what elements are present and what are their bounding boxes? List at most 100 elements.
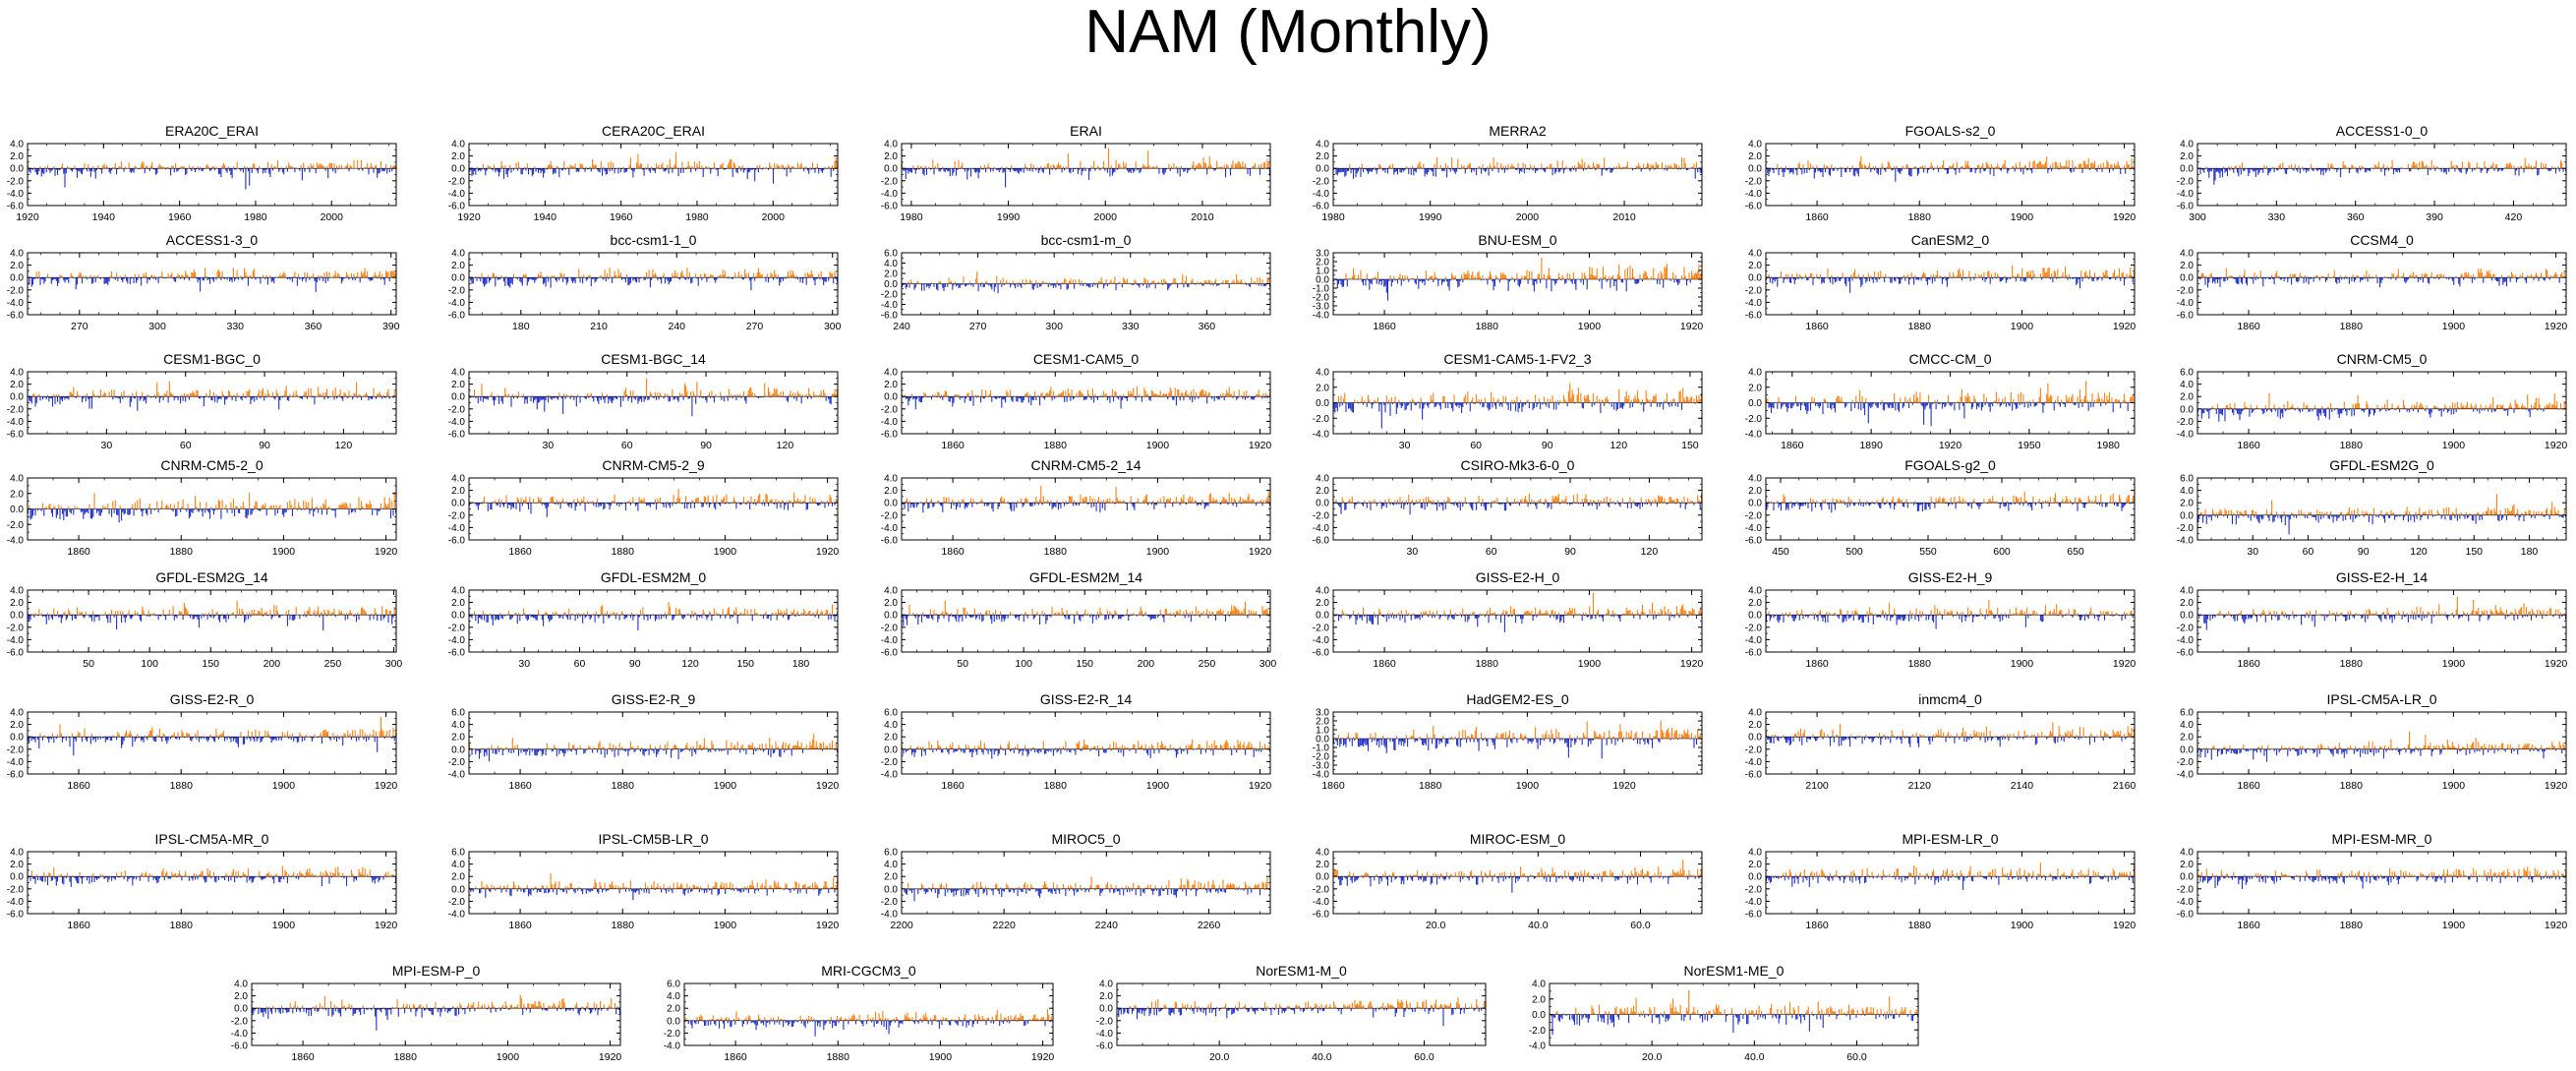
y-tick-label: 2.0	[1748, 860, 1762, 870]
y-tick-label: -2.0	[2177, 884, 2195, 895]
x-tick-label: 1880	[1908, 211, 1932, 223]
y-tick-label: 4.0	[10, 249, 24, 260]
x-tick-label: 2240	[1095, 920, 1119, 931]
y-tick-label: 4.0	[451, 586, 465, 597]
positive-bars	[29, 492, 395, 509]
y-tick-label: -4.0	[2177, 430, 2195, 441]
x-tick-label: 1900	[272, 780, 296, 792]
positive-bars	[1337, 383, 1703, 403]
y-tick-label: 0.0	[234, 1004, 248, 1015]
x-tick-label: 120	[1641, 546, 1659, 558]
y-tick-label: 0.0	[10, 164, 24, 175]
negative-bars	[903, 396, 1268, 410]
y-tick-label: 4.0	[884, 474, 898, 485]
y-tick-label: -6.0	[448, 536, 466, 547]
y-tick-label: 2.0	[451, 486, 465, 497]
x-tick-label: 1920	[1249, 780, 1272, 792]
chart-panel: MPI-ESM-LR_0 4.02.0 0.0-2.0 -4.0 -6.0 1860 188…	[1745, 831, 2137, 931]
y-tick-label: -2.0	[881, 290, 899, 301]
chart-panel: CanESM2_0 4.02.0 0.0-2.0 -4.0 -6.0 1860 1880 19…	[1745, 232, 2137, 332]
positive-bars	[1772, 863, 2136, 877]
negative-bars	[470, 888, 836, 900]
y-tick-label: 0.0	[1316, 275, 1329, 286]
y-tick-label: 2.0	[1748, 151, 1762, 162]
y-tick-label: 2.0	[2180, 392, 2194, 403]
y-tick-label: -6.0	[1745, 202, 1763, 212]
y-tick-label: -6.0	[7, 430, 25, 441]
chart-panel: GFDL-ESM2G_14 4.02.0 0.0-2.0 -4.0 -6.0 50 100 1…	[7, 569, 403, 670]
x-tick-label: 1920	[2113, 321, 2137, 332]
x-tick-label: 1960	[610, 211, 633, 223]
panel-title: CSIRO-Mk3-6-0_0	[1461, 457, 1575, 473]
x-tick-label: 60	[1470, 440, 1482, 451]
plot-frame	[468, 589, 839, 653]
y-tick-label: 2.0	[10, 720, 24, 731]
y-tick-label: 1.0	[1316, 267, 1329, 277]
y-tick-label: -2.0	[7, 520, 25, 531]
y-tick-label: 4.0	[451, 368, 465, 379]
y-tick-label: 6.0	[2180, 474, 2194, 485]
y-tick-label: -2.0	[1096, 1016, 1114, 1027]
negative-bars	[29, 277, 390, 292]
x-tick-label: 1880	[1476, 321, 1499, 332]
chart-panel: GISS-E2-R_0 4.02.0 0.0-2.0 -4.0 -6.0 1860 1880…	[7, 691, 398, 792]
panel-title: CESM1-BGC_14	[601, 351, 706, 367]
x-tick-label: 60	[2303, 546, 2314, 558]
x-tick-label: 1920	[1939, 440, 1962, 451]
y-tick-label: 0.0	[1316, 499, 1329, 509]
y-tick-label: 2.0	[1748, 383, 1762, 393]
x-tick-label: 1860	[1321, 780, 1345, 792]
y-tick-label: 4.0	[10, 586, 24, 597]
plot-frame	[1332, 143, 1703, 207]
x-tick-label: 240	[893, 321, 910, 332]
panel-title: MIROC5_0	[1051, 831, 1120, 847]
x-tick-label: 1900	[714, 780, 737, 792]
x-tick-label: 1880	[1908, 658, 1932, 670]
chart-panel: CNRM-CM5-2_9 4.02.0 0.0-2.0 -4.0 -6.0 1860 188…	[448, 457, 840, 558]
x-tick-label: 1860	[941, 440, 965, 451]
panel-title: FGOALS-s2_0	[1905, 123, 1996, 139]
positive-bars	[1335, 494, 1703, 504]
plot-frame	[468, 711, 839, 775]
y-tick-label: 0.0	[451, 273, 465, 284]
panel-title: CNRM-CM5-2_9	[602, 457, 704, 473]
y-tick-label: 4.0	[2180, 140, 2194, 150]
y-tick-label: -6.0	[1313, 648, 1330, 659]
x-tick-label: 50	[957, 658, 968, 670]
y-tick-label: 2.0	[1316, 383, 1329, 393]
y-tick-label: -6.0	[448, 202, 466, 212]
x-tick-label: 60	[621, 440, 633, 451]
y-tick-label: 0.0	[1532, 1010, 1546, 1021]
y-tick-label: -6.0	[7, 648, 25, 659]
chart-panel: MPI-ESM-MR_0 4.02.0 0.0-2.0 -4.0 -6.0 1860 188…	[2177, 831, 2568, 931]
x-tick-label: 1920	[816, 546, 840, 558]
chart-panel: CMCC-CM_0 4.0 2.0 0.0 -2.0 -4.0 1860 1890 1920 19…	[1745, 351, 2136, 451]
x-tick-label: 360	[305, 321, 322, 332]
y-tick-label: 4.0	[1316, 140, 1329, 150]
y-tick-label: 4.0	[451, 140, 465, 150]
y-tick-label: 2.0	[10, 380, 24, 390]
x-tick-label: 90	[700, 440, 712, 451]
plot-frame	[1765, 143, 2136, 207]
plot-frame	[27, 589, 397, 653]
x-tick-label: 150	[736, 658, 754, 670]
positive-bars	[905, 485, 1269, 504]
y-tick-label: -4.0	[7, 757, 25, 768]
negative-bars	[2196, 748, 2563, 762]
plot-frame	[1332, 711, 1703, 775]
y-tick-label: -4.0	[448, 189, 466, 200]
y-tick-label: 4.0	[10, 368, 24, 379]
y-tick-label: -4.0	[448, 298, 466, 309]
x-tick-label: 1900	[2442, 658, 2466, 670]
panel-title: CNRM-CM5_0	[2337, 351, 2428, 367]
y-tick-label: 0.0	[884, 164, 898, 175]
x-tick-label: 1860	[291, 1051, 315, 1063]
y-tick-label: -4.0	[7, 635, 25, 646]
y-tick-label: -6.0	[231, 1041, 249, 1052]
y-tick-label: 2.0	[451, 598, 465, 609]
y-tick-label: 2.0	[884, 598, 898, 609]
x-tick-label: 40.0	[1528, 920, 1549, 931]
x-tick-label: 2140	[2011, 780, 2034, 792]
